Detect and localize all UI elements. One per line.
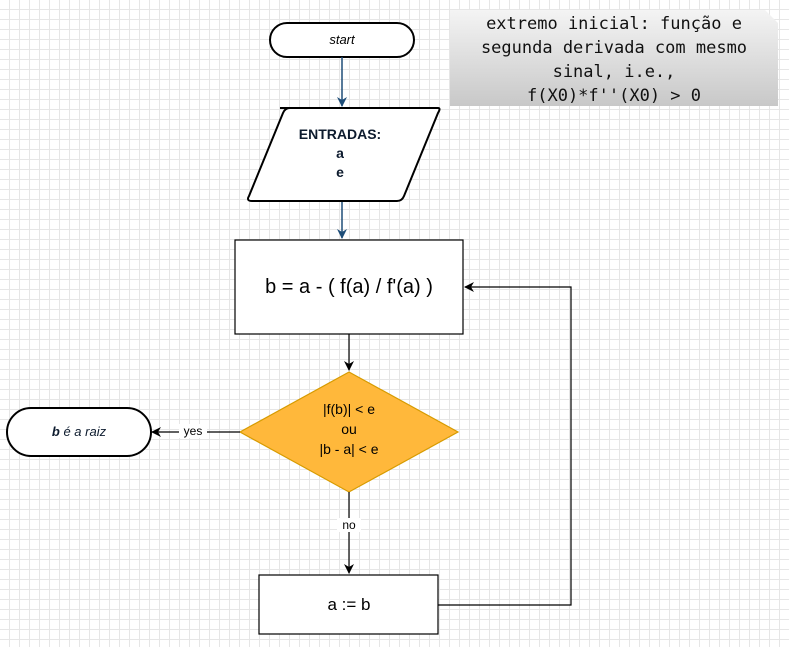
result-label: b é a raiz [52,424,107,439]
edge-no-label: no [342,518,356,532]
edge-yes-label: yes [184,424,203,438]
process-formula: b = a - ( f(a) / f'(a) ) [265,276,433,298]
note-callout: extremo inicial: função e segunda deriva… [450,10,778,106]
yes-label-bg [179,424,207,438]
inputs-parallelogram[interactable]: ENTRADAS: a e [247,107,441,202]
decision-line-3: |b - a| < e [319,441,378,457]
no-label-bg [337,518,361,532]
inputs-var-a: a [336,145,344,161]
result-text: é a raiz [60,424,107,439]
note-line-4: f(X0)*f''(X0) > 0 [527,86,701,106]
inputs-title: ENTRADAS: [299,126,381,142]
result-variable: b [52,424,60,439]
note-line-1: extremo inicial: função e [486,14,742,34]
edge-loop-back [438,282,572,606]
assign-box[interactable]: a := b [258,574,439,635]
note-line-3: sinal, i.e., [552,62,676,82]
decision-line-1: |f(b)| < e [323,401,375,417]
note-line-2: segunda derivada com mesmo [480,38,748,58]
inputs-var-e: e [336,164,344,180]
process-box[interactable]: b = a - ( f(a) / f'(a) ) [234,239,464,335]
start-terminal[interactable]: start [269,22,415,58]
decision-line-2: ou [341,421,357,437]
result-terminal[interactable]: b é a raiz [6,407,152,457]
assign-label: a := b [327,595,370,614]
decision-diamond[interactable]: |f(b)| < e ou |b - a| < e [238,371,460,493]
start-label: start [329,32,356,47]
